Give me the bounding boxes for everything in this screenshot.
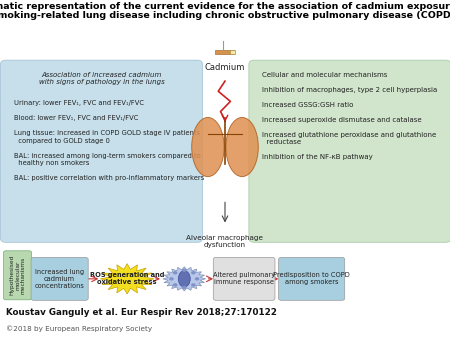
Text: Predisposition to COPD
among smokers: Predisposition to COPD among smokers [273, 272, 350, 285]
Bar [230, 50, 235, 54]
Text: ©2018 by European Respiratory Society: ©2018 by European Respiratory Society [6, 325, 152, 332]
FancyBboxPatch shape [0, 60, 202, 242]
Circle shape [191, 271, 196, 274]
Text: Schematic representation of the current evidence for the association of cadmium : Schematic representation of the current … [0, 2, 450, 11]
Polygon shape [163, 267, 206, 291]
Text: Urinary: lower FEV₁, FVC and FEV₁/FVC

Blood: lower FEV₁, FVC and FEV₁/FVC

Lung: Urinary: lower FEV₁, FVC and FEV₁/FVC Bl… [14, 100, 204, 182]
Text: Altered pulmonary
immune response: Altered pulmonary immune response [213, 272, 275, 285]
FancyBboxPatch shape [213, 258, 275, 300]
Ellipse shape [192, 118, 224, 177]
Text: Cadmium: Cadmium [205, 63, 245, 72]
Text: Cellular and molecular mechanisms

Inhibition of macrophages, type 2 cell hyperp: Cellular and molecular mechanisms Inhibi… [262, 72, 437, 160]
Text: Increased lung
cadmium
concentrations: Increased lung cadmium concentrations [35, 269, 85, 289]
Text: smoking-related lung disease including chronic obstructive pulmonary disease (CO: smoking-related lung disease including c… [0, 11, 450, 20]
Text: Hypothesised
molecular
mechanisms: Hypothesised molecular mechanisms [9, 255, 26, 295]
Text: Koustav Ganguly et al. Eur Respir Rev 2018;27:170122: Koustav Ganguly et al. Eur Respir Rev 20… [6, 308, 277, 317]
Circle shape [173, 283, 177, 287]
Circle shape [182, 269, 186, 272]
Polygon shape [100, 264, 154, 294]
Circle shape [169, 277, 174, 281]
Bar [215, 50, 234, 54]
FancyBboxPatch shape [249, 60, 450, 242]
FancyBboxPatch shape [279, 258, 345, 300]
FancyBboxPatch shape [31, 258, 88, 300]
Text: Association of increased cadmium
with signs of pathology in the lungs: Association of increased cadmium with si… [39, 72, 164, 85]
Circle shape [195, 277, 199, 281]
Text: ROS generation and
oxidative stress: ROS generation and oxidative stress [90, 272, 164, 285]
Circle shape [182, 286, 186, 289]
Text: Alveolar macrophage
dysfunction: Alveolar macrophage dysfunction [186, 235, 264, 248]
Ellipse shape [226, 118, 258, 177]
Circle shape [173, 271, 177, 274]
Circle shape [191, 283, 196, 287]
Ellipse shape [178, 271, 190, 287]
FancyBboxPatch shape [4, 251, 32, 300]
